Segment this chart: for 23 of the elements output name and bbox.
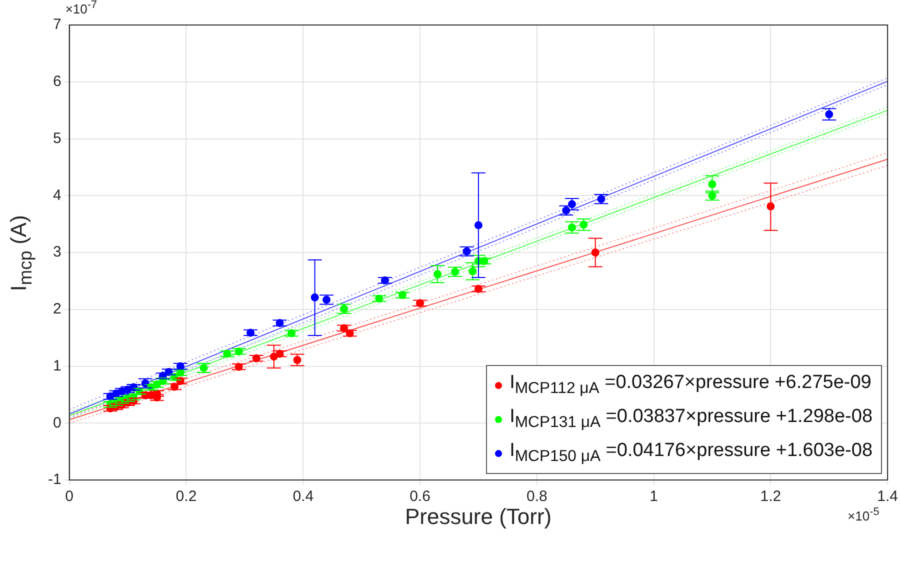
- x-tick-label: 0.2: [176, 488, 197, 506]
- x-axis-title: Pressure (Torr): [404, 504, 552, 530]
- legend-label: I$_{MCP131 μA}$ =0.03837×pressure +1.298e-08: [510, 404, 873, 433]
- y-tick-label: 0: [52, 414, 62, 432]
- x-tick-label: 1.4: [877, 488, 898, 506]
- y-tick-label: 6: [52, 73, 62, 90]
- x-tick-label: 1: [650, 488, 658, 506]
- x-tick-label: 0: [65, 488, 74, 506]
- legend-label: I$_{MCP112 μA}$ =0.03267×pressure +6.275e-09: [510, 371, 872, 399]
- x-tick-label: 0.8: [526, 488, 548, 506]
- legend-label: I$_{MCP150 μA}$ =0.04176×pressure +1.603e-08: [510, 438, 873, 466]
- y-tick-label: 3: [52, 244, 62, 261]
- x-tick-label: 0.4: [292, 488, 314, 506]
- text: ×10$^{-7}$: [65, 0, 98, 16]
- x-tick-label: 1.2: [760, 488, 782, 506]
- y-tick-label: 5: [52, 130, 62, 147]
- y-tick-label: -1: [48, 471, 62, 488]
- y-tick-label: 2: [52, 300, 62, 318]
- y-tick-label: 4: [52, 186, 62, 204]
- text: ×10$^{-5}$: [848, 506, 880, 524]
- y-tick-label: 7: [52, 16, 62, 34]
- y-tick-label: 1: [52, 357, 62, 374]
- x-tick-label: 0.6: [410, 488, 430, 506]
